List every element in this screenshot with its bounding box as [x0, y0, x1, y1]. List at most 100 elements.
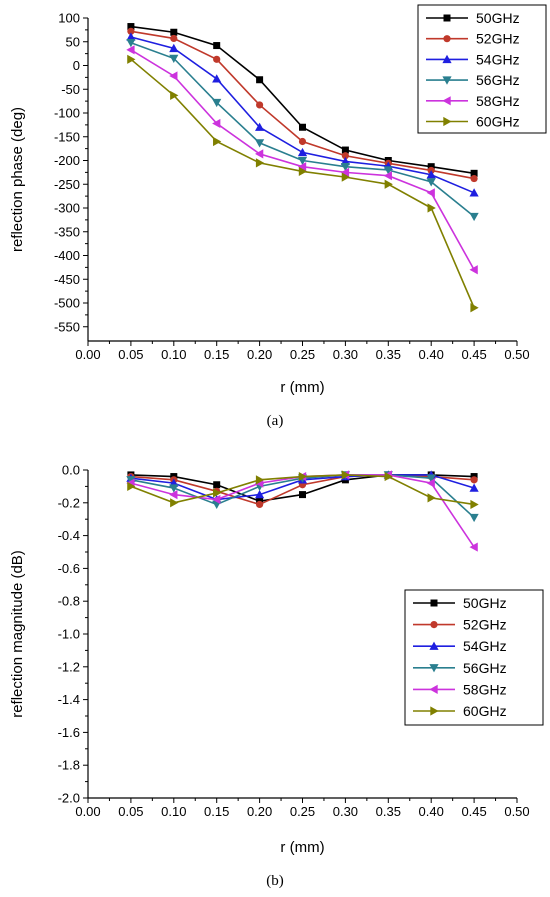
- legend-item: 60GHz: [413, 703, 507, 719]
- y-tick-label: -0.8: [58, 594, 80, 609]
- x-tick-label: 0.50: [504, 804, 529, 819]
- data-point-54GHz: [255, 122, 265, 131]
- legend-label: 58GHz: [463, 681, 507, 697]
- data-point-58GHz: [426, 478, 435, 488]
- data-point-60GHz: [384, 471, 393, 482]
- data-point-50GHz: [470, 169, 478, 177]
- legend-swatch-marker: [429, 641, 439, 650]
- data-point-56GHz: [255, 139, 265, 148]
- data-point-58GHz: [383, 171, 392, 181]
- y-tick-label: 100: [58, 11, 80, 26]
- data-point-56GHz: [297, 156, 308, 166]
- legend-item: 50GHz: [426, 10, 520, 26]
- y-tick-label: -350: [54, 224, 80, 239]
- data-point-54GHz: [426, 170, 436, 179]
- data-point-50GHz: [256, 76, 264, 84]
- data-point-58GHz: [255, 149, 264, 159]
- legend-swatch-marker: [443, 14, 451, 22]
- data-point-56GHz: [169, 484, 179, 493]
- data-point-52GHz: [470, 476, 478, 484]
- data-point-54GHz: [297, 147, 308, 157]
- x-tick-label: 0.15: [204, 347, 229, 362]
- legend-label: 50GHz: [476, 10, 520, 26]
- data-point-60GHz: [170, 90, 179, 101]
- y-tick-label: 0.0: [62, 463, 80, 478]
- legend-swatch-marker: [429, 684, 438, 694]
- data-point-60GHz: [470, 303, 479, 313]
- y-tick-label: -0.4: [58, 528, 80, 543]
- chart-b-magnitude: 0.00 0.05 0.10 0.15 0.20 0.25 0.30 0.35 0.40 0.45…: [9, 463, 544, 889]
- legend-label: 52GHz: [463, 617, 507, 633]
- data-point-54GHz: [169, 43, 179, 53]
- data-point-58GHz: [169, 71, 178, 81]
- legend-label: 54GHz: [476, 51, 520, 67]
- data-point-58GHz: [469, 265, 478, 275]
- x-tick-label: 0.25: [290, 347, 315, 362]
- y-tick-label: -200: [54, 153, 80, 168]
- x-axis-title: r (mm): [280, 839, 324, 856]
- legend-item: 54GHz: [413, 638, 507, 654]
- legend-swatch-marker: [443, 35, 451, 43]
- data-point-52GHz: [298, 137, 307, 146]
- x-tick-label: 0.40: [419, 347, 444, 362]
- data-point-50GHz: [299, 491, 306, 499]
- y-tick-label: -50: [61, 82, 80, 97]
- legend-swatch-marker: [430, 706, 439, 716]
- data-point-58GHz: [212, 494, 221, 505]
- y-tick-label: -1.6: [58, 725, 80, 740]
- y-axis-title: reflection phase (deg): [9, 107, 26, 252]
- x-tick-label: 0.30: [333, 804, 358, 819]
- x-tick-label: 0.00: [75, 804, 100, 819]
- data-point-56GHz: [383, 166, 393, 175]
- data-point-60GHz: [170, 498, 179, 508]
- x-tick-label: 0.00: [75, 347, 100, 362]
- data-point-60GHz: [427, 493, 436, 503]
- legend-item: 56GHz: [413, 660, 507, 676]
- data-point-50GHz: [427, 163, 435, 171]
- chart-a-phase: 0.00 0.05 0.10 0.15 0.20 0.25 0.30 0.35 0.40 0.45…: [9, 4, 547, 429]
- data-point-60GHz: [298, 166, 308, 177]
- legend-box: [417, 4, 547, 134]
- data-point-60GHz: [470, 499, 479, 510]
- data-point-60GHz: [427, 203, 436, 213]
- x-tick-label: 0.35: [376, 347, 401, 362]
- legend-swatch-marker: [430, 599, 438, 607]
- legend-swatch-marker: [442, 54, 452, 64]
- data-point-58GHz: [126, 45, 135, 55]
- data-point-52GHz: [470, 174, 478, 183]
- data-point-58GHz: [469, 542, 478, 552]
- y-tick-label: -1.0: [58, 627, 80, 642]
- x-tick-label: 0.35: [376, 804, 401, 819]
- data-point-56GHz: [212, 98, 222, 108]
- x-tick-label: 0.05: [118, 804, 143, 819]
- legend-item: 58GHz: [413, 681, 507, 697]
- data-point-56GHz: [469, 212, 479, 222]
- data-point-56GHz: [426, 178, 436, 187]
- y-axis-title: reflection magnitude (dB): [9, 550, 26, 718]
- legend-item: 60GHz: [426, 114, 520, 130]
- y-tick-label: -1.4: [58, 692, 80, 707]
- data-point-52GHz: [213, 55, 221, 63]
- legend-swatch-marker: [442, 96, 451, 106]
- x-axis-title: r (mm): [280, 379, 324, 396]
- data-point-60GHz: [384, 179, 393, 189]
- y-tick-label: -400: [54, 248, 80, 263]
- y-tick-label: -150: [54, 129, 80, 144]
- legend-item: 50GHz: [413, 595, 507, 611]
- data-point-54GHz: [469, 188, 479, 197]
- data-point-50GHz: [170, 28, 178, 36]
- x-tick-label: 0.50: [504, 347, 529, 362]
- x-tick-label: 0.40: [419, 804, 444, 819]
- legend-swatch-marker: [442, 76, 452, 85]
- y-tick-label: -0.2: [58, 495, 80, 510]
- data-point-60GHz: [255, 475, 265, 485]
- y-tick-label: -0.6: [58, 561, 80, 576]
- legend: 50GHz 52GHz 54GHz 56GHz 58GHz 60GHz: [417, 4, 547, 134]
- y-tick-label: -2.0: [58, 791, 80, 806]
- data-point-54GHz: [255, 490, 265, 499]
- x-tick-label: 0.45: [461, 347, 486, 362]
- y-tick-label: -500: [54, 296, 80, 311]
- legend-item: 52GHz: [426, 31, 520, 47]
- x-tick-label: 0.20: [247, 347, 272, 362]
